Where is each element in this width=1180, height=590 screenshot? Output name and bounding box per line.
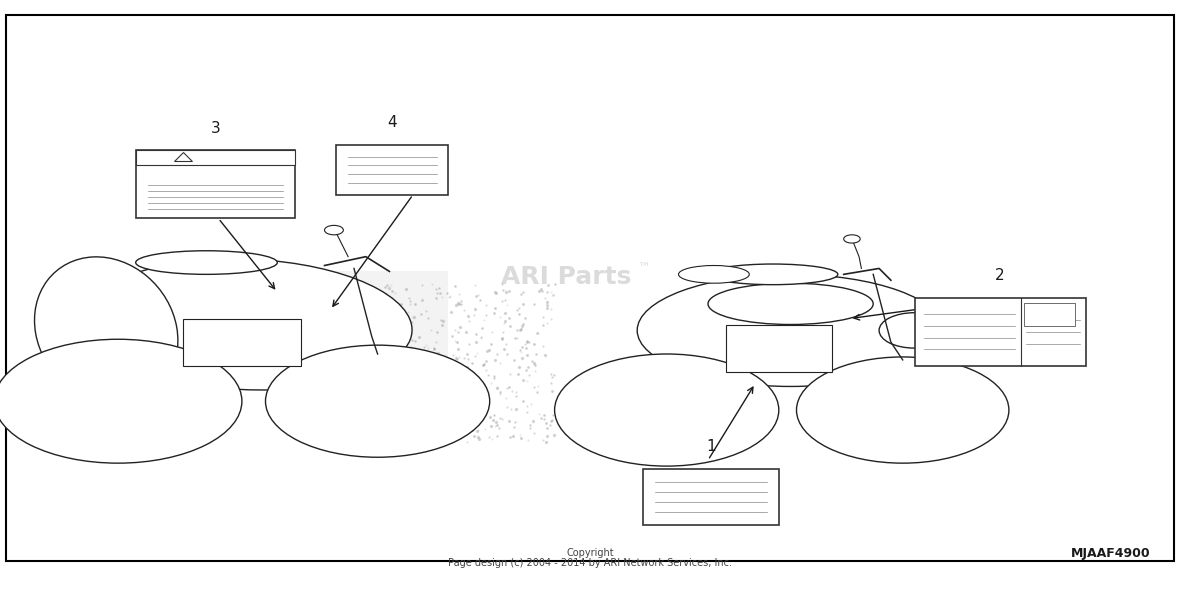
Circle shape [266,345,490,457]
Bar [183,319,301,366]
Bar [136,150,295,165]
Ellipse shape [708,264,838,284]
Text: ™: ™ [637,262,649,275]
Text: Copyright: Copyright [566,549,614,558]
Bar [1024,303,1075,326]
Ellipse shape [34,257,178,404]
Text: 1: 1 [706,440,716,454]
Text: Page design (c) 2004 - 2014 by ARI Network Services, Inc.: Page design (c) 2004 - 2014 by ARI Netwo… [448,559,732,568]
Text: 3: 3 [210,121,221,136]
Text: 4: 4 [387,115,398,130]
Ellipse shape [84,259,412,390]
Bar [336,145,448,195]
Bar [283,271,448,401]
Circle shape [879,313,950,348]
Circle shape [844,235,860,243]
Text: ARI Parts: ARI Parts [502,266,631,289]
Circle shape [555,354,779,466]
Bar [643,469,779,525]
Ellipse shape [708,283,873,324]
Ellipse shape [637,274,944,386]
Circle shape [796,357,1009,463]
Text: MJAAF4900: MJAAF4900 [1071,547,1150,560]
Circle shape [324,225,343,235]
Bar [914,298,1086,366]
Ellipse shape [136,251,277,274]
Bar [726,324,832,372]
Ellipse shape [678,266,749,283]
Circle shape [0,339,242,463]
Bar [136,150,295,218]
Text: 2: 2 [995,268,1005,283]
